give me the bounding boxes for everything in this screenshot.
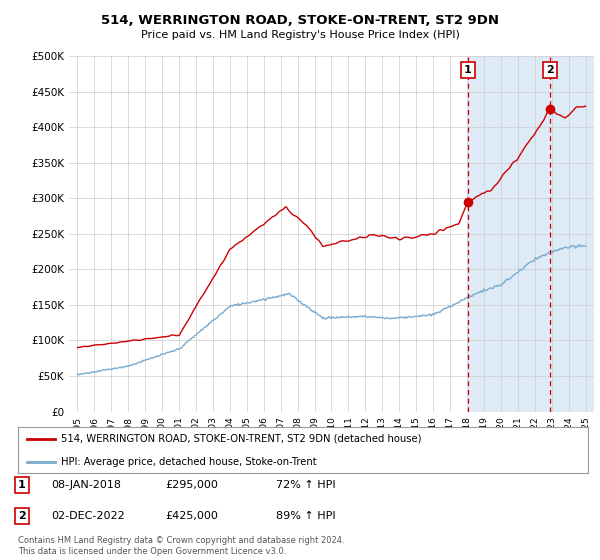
Text: 89% ↑ HPI: 89% ↑ HPI (276, 511, 335, 521)
Text: 2: 2 (547, 65, 554, 75)
Text: HPI: Average price, detached house, Stoke-on-Trent: HPI: Average price, detached house, Stok… (61, 457, 316, 466)
Text: Contains HM Land Registry data © Crown copyright and database right 2024.
This d: Contains HM Land Registry data © Crown c… (18, 536, 344, 556)
Text: 08-JAN-2018: 08-JAN-2018 (51, 480, 121, 490)
Text: 1: 1 (464, 65, 472, 75)
Bar (467, 56, 594, 412)
Text: £425,000: £425,000 (165, 511, 218, 521)
Text: £295,000: £295,000 (165, 480, 218, 490)
Text: 1: 1 (18, 480, 26, 490)
Text: 514, WERRINGTON ROAD, STOKE-ON-TRENT, ST2 9DN (detached house): 514, WERRINGTON ROAD, STOKE-ON-TRENT, ST… (61, 434, 421, 444)
Text: 02-DEC-2022: 02-DEC-2022 (51, 511, 125, 521)
Text: 2: 2 (18, 511, 26, 521)
Text: 514, WERRINGTON ROAD, STOKE-ON-TRENT, ST2 9DN: 514, WERRINGTON ROAD, STOKE-ON-TRENT, ST… (101, 14, 499, 27)
Text: 72% ↑ HPI: 72% ↑ HPI (276, 480, 335, 490)
Text: Price paid vs. HM Land Registry's House Price Index (HPI): Price paid vs. HM Land Registry's House … (140, 30, 460, 40)
